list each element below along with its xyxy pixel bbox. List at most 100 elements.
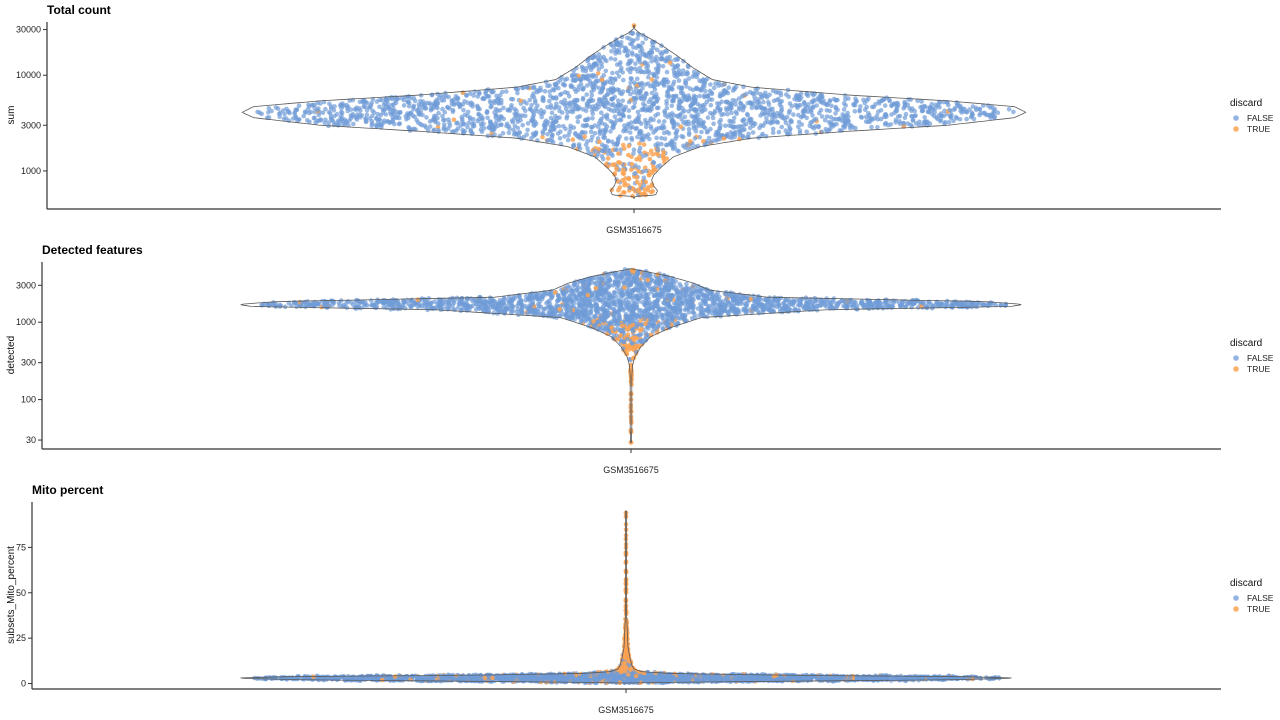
point-discard-true (599, 77, 605, 83)
point-discard-false (639, 313, 644, 319)
point-discard-false (529, 291, 535, 296)
point-discard-false (824, 114, 830, 119)
point-discard-false (692, 144, 698, 149)
point-discard-false (568, 123, 573, 129)
point-discard-false (409, 297, 415, 303)
point-discard-false (723, 100, 729, 105)
point-discard-false (875, 305, 881, 311)
point-discard-false (446, 306, 452, 311)
point-discard-false (705, 304, 711, 309)
point-discard-false (927, 106, 932, 111)
point-discard-false (731, 306, 737, 311)
point-discard-false (600, 148, 605, 154)
point-discard-false (729, 110, 734, 116)
point-discard-false (525, 127, 530, 133)
point-discard-false (411, 104, 416, 110)
point-discard-false (951, 302, 956, 308)
point-discard-false (853, 96, 858, 101)
point-discard-false (525, 85, 530, 90)
point-discard-false (383, 107, 388, 112)
point-discard-false (455, 95, 461, 101)
point-discard-false (664, 284, 670, 290)
point-discard-false (789, 119, 794, 124)
point-discard-false (843, 97, 848, 102)
point-discard-true-outlier (628, 414, 634, 420)
point-discard-false (475, 106, 481, 112)
point-discard-true-outlier (628, 397, 634, 402)
point-discard-false (418, 93, 424, 98)
point-discard-true (678, 124, 684, 130)
point-discard-false (752, 298, 757, 304)
point-discard-true (627, 324, 633, 329)
point-discard-false (869, 104, 875, 110)
point-discard-false (334, 111, 340, 117)
point-discard-false (882, 121, 888, 127)
point-discard-false (436, 110, 441, 116)
point-discard-false (628, 76, 634, 81)
point-discard-false (427, 119, 433, 124)
point-discard-false (571, 283, 577, 289)
point-discard-false (494, 93, 499, 99)
point-discard-false (741, 127, 746, 133)
point-discard-false (903, 101, 908, 106)
point-discard-true (585, 292, 591, 298)
point-discard-false (630, 105, 636, 111)
point-discard-false (345, 108, 351, 114)
point-discard-false (893, 120, 898, 125)
point-discard-false (645, 314, 651, 319)
point-discard-false (842, 93, 848, 98)
point-discard-false (655, 143, 660, 149)
point-discard-false (823, 126, 829, 132)
point-discard-false (492, 99, 497, 104)
point-discard-false (910, 118, 916, 123)
point-discard-false (559, 99, 564, 105)
point-discard-false (422, 106, 428, 111)
point-discard-false (923, 104, 928, 110)
point-discard-false (755, 100, 760, 106)
point-discard-false (549, 110, 555, 116)
point-discard-false (370, 113, 375, 119)
point-discard-false (631, 147, 637, 152)
point-discard-false (578, 82, 584, 87)
point-discard-false (638, 283, 643, 288)
point-discard-false (841, 303, 846, 309)
point-discard-false (557, 136, 563, 141)
legend-label-true: TRUE (1247, 364, 1270, 374)
point-discard-false (922, 115, 927, 120)
point-discard-false (648, 124, 654, 129)
point-discard-false (682, 114, 688, 120)
point-discard-false (763, 93, 769, 99)
point-discard-false (639, 69, 645, 74)
point-discard-false (748, 121, 754, 126)
point-discard-false (675, 63, 681, 68)
point-discard-false (545, 299, 551, 305)
point-discard-false (608, 76, 613, 81)
point-discard-false (610, 120, 615, 125)
point-discard-false (671, 97, 676, 103)
point-discard-false (392, 302, 397, 308)
point-discard-false (460, 119, 465, 124)
point-discard-false (296, 117, 302, 123)
point-discard-false (625, 88, 631, 94)
point-discard-false (641, 175, 647, 180)
point-discard-false (470, 299, 476, 304)
point-discard-false (768, 302, 773, 307)
point-discard-false (730, 97, 736, 103)
point-discard-false (521, 105, 526, 111)
point-discard-false (811, 98, 816, 103)
point-discard-false (562, 83, 567, 88)
point-discard-false (752, 94, 757, 100)
point-discard-false (534, 89, 540, 95)
point-discard-false (609, 102, 615, 108)
point-discard-false (609, 97, 615, 102)
point-discard-false (589, 124, 594, 130)
point-discard-false (407, 100, 412, 106)
point-discard-false (689, 297, 694, 302)
point-discard-false (819, 114, 825, 119)
point-discard-false (717, 136, 723, 142)
point-discard-false (625, 52, 631, 58)
point-discard-false (563, 303, 569, 309)
point-discard-false (792, 306, 798, 312)
point-discard-true (621, 171, 627, 177)
point-discard-false (308, 109, 314, 115)
